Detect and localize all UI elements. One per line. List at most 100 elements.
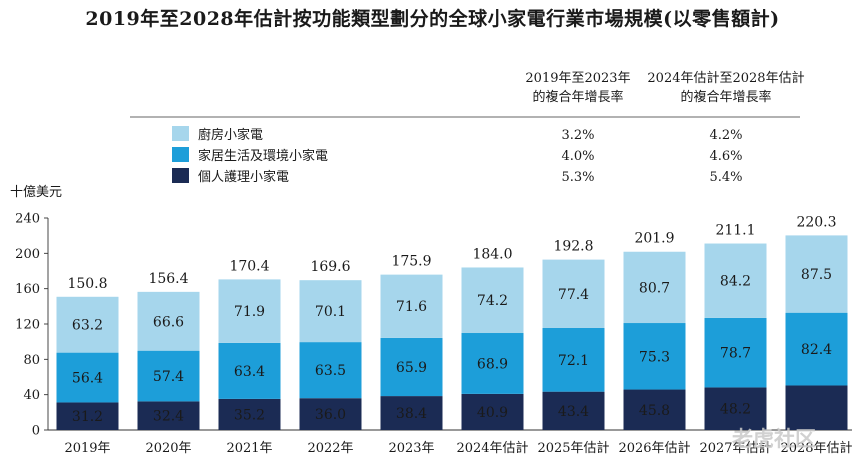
- data-label: 45.8: [639, 403, 670, 419]
- cagr-2019-2023-value: 4.0%: [561, 149, 594, 164]
- table-header-line: 2024年估計至2028年估計: [647, 70, 804, 86]
- total-label: 201.9: [634, 231, 674, 247]
- bar-segment: [623, 251, 686, 324]
- bar-segment: [461, 393, 524, 430]
- bar-segment: [623, 389, 686, 430]
- total-label: 170.4: [229, 258, 269, 274]
- chart-title: 2019年至2028年估計按功能類型劃分的全球小家電行業市場規模(以零售額計): [85, 8, 780, 30]
- y-tick-label: 200: [15, 247, 40, 262]
- bar-segment: [542, 391, 605, 430]
- data-label: 72.1: [558, 353, 589, 369]
- table-header-line: 的複合年增長率: [532, 89, 623, 105]
- data-label: 56.4: [72, 371, 103, 387]
- data-label: 36.0: [315, 407, 346, 423]
- data-label: 48.2: [720, 402, 751, 418]
- data-label: 65.9: [396, 360, 427, 376]
- data-label: 57.4: [153, 369, 184, 385]
- data-label: 43.4: [558, 404, 589, 420]
- legend-swatch: [172, 126, 189, 141]
- data-label: 31.2: [72, 409, 103, 425]
- cagr-2024-2028-value: 4.6%: [709, 149, 742, 164]
- data-label: 75.3: [639, 349, 670, 365]
- table-header-line: 2019年至2023年: [525, 71, 630, 86]
- x-tick-label: 2028年估計: [780, 440, 852, 456]
- table-header-line: 的複合年增長率: [680, 89, 771, 105]
- bar-segment: [623, 323, 686, 390]
- y-tick-label: 40: [23, 388, 40, 403]
- bar-segment: [704, 387, 767, 430]
- bar-segment: [137, 350, 200, 402]
- cagr-2024-2028-value: 4.2%: [709, 128, 742, 143]
- bar-segment: [704, 243, 767, 318]
- data-label: 68.9: [477, 356, 508, 372]
- legend-label: 家居生活及環境小家電: [198, 148, 328, 164]
- data-label: 71.6: [396, 299, 427, 315]
- bar-segment: [137, 401, 200, 430]
- bar-segment: [218, 398, 281, 430]
- data-label: 82.4: [801, 342, 832, 358]
- x-tick-label: 2027年估計: [699, 440, 771, 456]
- x-tick-label: 2019年: [64, 441, 110, 456]
- data-label: 70.1: [315, 304, 346, 320]
- data-label: 80.7: [639, 280, 670, 296]
- legend-swatch: [172, 168, 189, 183]
- watermark: 老虎社区: [732, 427, 816, 451]
- total-label: 156.4: [148, 271, 188, 287]
- legend-label: 個人護理小家電: [198, 169, 289, 185]
- y-axis-label: 十億美元: [10, 184, 62, 200]
- total-label: 169.6: [310, 259, 350, 275]
- data-label: 63.4: [234, 364, 265, 380]
- bar-segment: [56, 352, 119, 403]
- total-label: 220.3: [796, 214, 836, 230]
- bar-segment: [785, 235, 848, 313]
- bar-segment: [299, 342, 362, 399]
- bar-segment: [461, 333, 524, 394]
- y-tick-label: 160: [15, 282, 40, 297]
- cagr-2019-2023-value: 5.3%: [561, 170, 594, 185]
- bar-segment: [56, 402, 119, 430]
- x-tick-label: 2021年: [226, 441, 272, 456]
- data-label: 84.2: [720, 274, 751, 290]
- x-tick-label: 2025年估計: [537, 440, 609, 456]
- y-tick-label: 240: [15, 212, 40, 227]
- data-label: 74.2: [477, 293, 508, 309]
- bar-segment: [299, 280, 362, 343]
- bar-segment: [218, 279, 281, 343]
- bar-segment: [218, 342, 281, 399]
- bar-segment: [299, 398, 362, 430]
- total-label: 150.8: [67, 276, 107, 292]
- data-label: 77.4: [558, 287, 589, 303]
- x-tick-label: 2026年估計: [618, 440, 690, 456]
- total-label: 192.8: [553, 239, 593, 255]
- y-tick-label: 80: [23, 353, 40, 368]
- bar-segment: [704, 317, 767, 388]
- bar-segment: [542, 259, 605, 328]
- bar-segment: [785, 312, 848, 386]
- data-label: 66.6: [153, 314, 184, 330]
- x-tick-label: 2020年: [145, 441, 191, 456]
- data-label: 38.4: [396, 406, 427, 422]
- cagr-2019-2023-value: 3.2%: [561, 128, 594, 143]
- bar-segment: [380, 274, 443, 338]
- legend-label: 廚房小家電: [198, 127, 263, 143]
- x-tick-label: 2023年: [388, 441, 434, 456]
- x-tick-label: 2022年: [307, 441, 353, 456]
- data-label: 87.5: [801, 267, 832, 283]
- x-tick-label: 2024年估計: [456, 440, 528, 456]
- y-tick-label: 0: [32, 424, 40, 439]
- y-tick-label: 120: [15, 318, 40, 333]
- bar-segment: [137, 291, 200, 351]
- bar-segment: [380, 337, 443, 397]
- total-label: 184.0: [472, 246, 512, 262]
- bar-segment: [542, 327, 605, 392]
- bar-segment: [461, 267, 524, 334]
- bar-segment: [785, 385, 848, 430]
- data-label: 40.9: [477, 405, 508, 421]
- data-label: 35.2: [234, 407, 265, 423]
- data-label: 32.4: [153, 409, 184, 425]
- data-label: 78.7: [720, 346, 751, 362]
- data-label: 63.5: [315, 363, 346, 379]
- total-label: 175.9: [391, 254, 431, 270]
- bar-segment: [56, 296, 119, 353]
